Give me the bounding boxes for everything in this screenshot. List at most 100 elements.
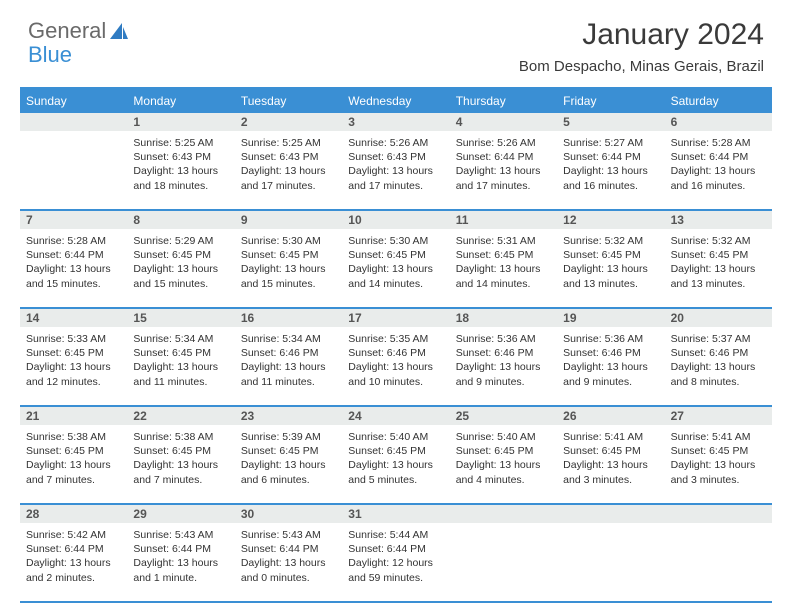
day-info: Sunrise: 5:33 AMSunset: 6:45 PMDaylight:… [26,332,121,389]
day-number: 8 [127,211,234,229]
week-row: Sunrise: 5:42 AMSunset: 6:44 PMDaylight:… [20,523,772,603]
day-cell: Sunrise: 5:31 AMSunset: 6:45 PMDaylight:… [450,229,557,307]
day-cell: Sunrise: 5:34 AMSunset: 6:45 PMDaylight:… [127,327,234,405]
day-info: Sunrise: 5:26 AMSunset: 6:44 PMDaylight:… [456,136,551,193]
weekday-header: Sunday [20,89,127,113]
day-number: 16 [235,309,342,327]
day-number: 20 [665,309,772,327]
day-cell: Sunrise: 5:35 AMSunset: 6:46 PMDaylight:… [342,327,449,405]
week-row: Sunrise: 5:33 AMSunset: 6:45 PMDaylight:… [20,327,772,407]
day-number: 24 [342,407,449,425]
day-number: 9 [235,211,342,229]
title-block: January 2024 Bom Despacho, Minas Gerais,… [519,18,764,75]
day-info: Sunrise: 5:26 AMSunset: 6:43 PMDaylight:… [348,136,443,193]
day-number: 6 [665,113,772,131]
day-info: Sunrise: 5:30 AMSunset: 6:45 PMDaylight:… [348,234,443,291]
daynum-row: 21222324252627 [20,407,772,425]
day-number: 28 [20,505,127,523]
day-number: 4 [450,113,557,131]
day-cell: Sunrise: 5:41 AMSunset: 6:45 PMDaylight:… [665,425,772,503]
daynum-row: 14151617181920 [20,309,772,327]
page-subtitle: Bom Despacho, Minas Gerais, Brazil [519,58,764,75]
day-number: 3 [342,113,449,131]
day-cell: Sunrise: 5:38 AMSunset: 6:45 PMDaylight:… [20,425,127,503]
daynum-row: 28293031 [20,505,772,523]
day-number: 17 [342,309,449,327]
day-number: 12 [557,211,664,229]
logo-text-2-wrap: Blue [28,42,72,68]
day-info: Sunrise: 5:41 AMSunset: 6:45 PMDaylight:… [671,430,766,487]
day-number: 15 [127,309,234,327]
day-cell: Sunrise: 5:38 AMSunset: 6:45 PMDaylight:… [127,425,234,503]
day-cell: Sunrise: 5:34 AMSunset: 6:46 PMDaylight:… [235,327,342,405]
day-number [557,505,664,523]
day-cell [557,523,664,601]
day-info: Sunrise: 5:41 AMSunset: 6:45 PMDaylight:… [563,430,658,487]
day-cell: Sunrise: 5:44 AMSunset: 6:44 PMDaylight:… [342,523,449,601]
day-cell: Sunrise: 5:39 AMSunset: 6:45 PMDaylight:… [235,425,342,503]
day-cell: Sunrise: 5:43 AMSunset: 6:44 PMDaylight:… [235,523,342,601]
day-info: Sunrise: 5:36 AMSunset: 6:46 PMDaylight:… [563,332,658,389]
day-cell: Sunrise: 5:37 AMSunset: 6:46 PMDaylight:… [665,327,772,405]
calendar-weeks: 123456Sunrise: 5:25 AMSunset: 6:43 PMDay… [20,113,772,603]
day-info: Sunrise: 5:32 AMSunset: 6:45 PMDaylight:… [563,234,658,291]
weekday-row: SundayMondayTuesdayWednesdayThursdayFrid… [20,89,772,113]
day-number: 13 [665,211,772,229]
day-info: Sunrise: 5:44 AMSunset: 6:44 PMDaylight:… [348,528,443,585]
week-row: Sunrise: 5:25 AMSunset: 6:43 PMDaylight:… [20,131,772,211]
day-number: 11 [450,211,557,229]
day-number: 19 [557,309,664,327]
day-number: 2 [235,113,342,131]
day-cell: Sunrise: 5:32 AMSunset: 6:45 PMDaylight:… [557,229,664,307]
week-row: Sunrise: 5:28 AMSunset: 6:44 PMDaylight:… [20,229,772,309]
day-info: Sunrise: 5:35 AMSunset: 6:46 PMDaylight:… [348,332,443,389]
weekday-header: Wednesday [342,89,449,113]
day-number: 23 [235,407,342,425]
logo-sail-icon [108,21,130,41]
day-cell: Sunrise: 5:30 AMSunset: 6:45 PMDaylight:… [342,229,449,307]
day-info: Sunrise: 5:30 AMSunset: 6:45 PMDaylight:… [241,234,336,291]
day-info: Sunrise: 5:42 AMSunset: 6:44 PMDaylight:… [26,528,121,585]
day-number: 25 [450,407,557,425]
page-title: January 2024 [519,18,764,52]
day-info: Sunrise: 5:29 AMSunset: 6:45 PMDaylight:… [133,234,228,291]
day-number: 5 [557,113,664,131]
day-cell: Sunrise: 5:33 AMSunset: 6:45 PMDaylight:… [20,327,127,405]
day-cell: Sunrise: 5:26 AMSunset: 6:43 PMDaylight:… [342,131,449,209]
day-info: Sunrise: 5:28 AMSunset: 6:44 PMDaylight:… [26,234,121,291]
day-number: 26 [557,407,664,425]
day-info: Sunrise: 5:28 AMSunset: 6:44 PMDaylight:… [671,136,766,193]
daynum-row: 123456 [20,113,772,131]
day-cell: Sunrise: 5:36 AMSunset: 6:46 PMDaylight:… [450,327,557,405]
day-number: 27 [665,407,772,425]
day-info: Sunrise: 5:39 AMSunset: 6:45 PMDaylight:… [241,430,336,487]
day-number: 30 [235,505,342,523]
day-number: 10 [342,211,449,229]
day-info: Sunrise: 5:43 AMSunset: 6:44 PMDaylight:… [133,528,228,585]
weekday-header: Friday [557,89,664,113]
day-cell: Sunrise: 5:29 AMSunset: 6:45 PMDaylight:… [127,229,234,307]
day-cell: Sunrise: 5:40 AMSunset: 6:45 PMDaylight:… [342,425,449,503]
day-cell: Sunrise: 5:43 AMSunset: 6:44 PMDaylight:… [127,523,234,601]
day-info: Sunrise: 5:25 AMSunset: 6:43 PMDaylight:… [241,136,336,193]
day-info: Sunrise: 5:37 AMSunset: 6:46 PMDaylight:… [671,332,766,389]
day-cell: Sunrise: 5:32 AMSunset: 6:45 PMDaylight:… [665,229,772,307]
weekday-header: Thursday [450,89,557,113]
day-cell: Sunrise: 5:25 AMSunset: 6:43 PMDaylight:… [235,131,342,209]
day-number: 21 [20,407,127,425]
day-number: 22 [127,407,234,425]
day-cell [665,523,772,601]
logo-text-2: Blue [28,42,72,67]
day-info: Sunrise: 5:34 AMSunset: 6:46 PMDaylight:… [241,332,336,389]
day-number: 31 [342,505,449,523]
day-number: 1 [127,113,234,131]
day-number: 14 [20,309,127,327]
day-info: Sunrise: 5:36 AMSunset: 6:46 PMDaylight:… [456,332,551,389]
day-cell: Sunrise: 5:36 AMSunset: 6:46 PMDaylight:… [557,327,664,405]
logo: General [28,18,130,44]
day-info: Sunrise: 5:38 AMSunset: 6:45 PMDaylight:… [133,430,228,487]
day-cell: Sunrise: 5:26 AMSunset: 6:44 PMDaylight:… [450,131,557,209]
calendar: SundayMondayTuesdayWednesdayThursdayFrid… [20,87,772,603]
day-number: 29 [127,505,234,523]
day-cell: Sunrise: 5:25 AMSunset: 6:43 PMDaylight:… [127,131,234,209]
